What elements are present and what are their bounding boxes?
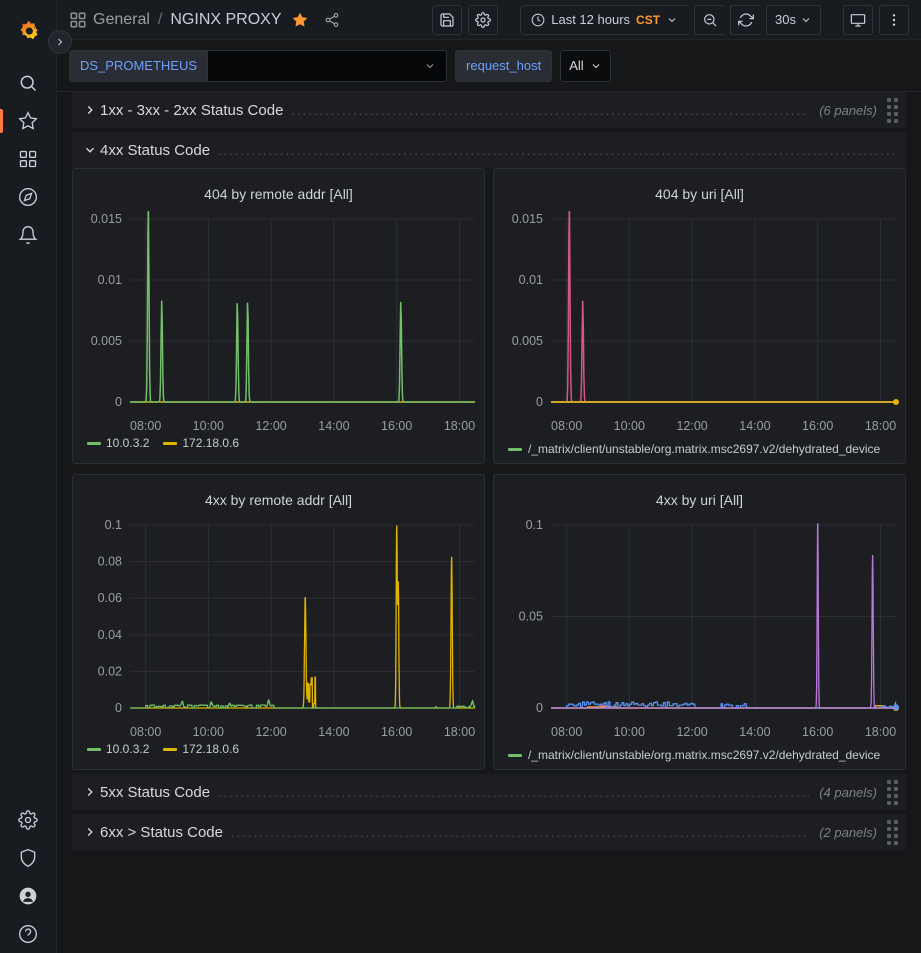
svg-text:10:00: 10:00 <box>614 725 645 739</box>
svg-text:0: 0 <box>536 395 543 409</box>
svg-text:12:00: 12:00 <box>676 725 707 739</box>
svg-text:10:00: 10:00 <box>193 725 224 739</box>
svg-text:0.005: 0.005 <box>91 334 122 348</box>
svg-text:14:00: 14:00 <box>318 725 349 739</box>
svg-text:12:00: 12:00 <box>255 419 286 433</box>
svg-text:0.01: 0.01 <box>519 273 543 287</box>
svg-text:08:00: 08:00 <box>551 419 582 433</box>
svg-text:16:00: 16:00 <box>381 725 412 739</box>
svg-text:0.06: 0.06 <box>98 591 122 605</box>
svg-text:0: 0 <box>115 395 122 409</box>
svg-text:14:00: 14:00 <box>318 419 349 433</box>
svg-text:12:00: 12:00 <box>255 725 286 739</box>
svg-text:16:00: 16:00 <box>802 419 833 433</box>
svg-text:0.01: 0.01 <box>98 273 122 287</box>
svg-text:12:00: 12:00 <box>676 419 707 433</box>
svg-text:08:00: 08:00 <box>551 725 582 739</box>
svg-text:0: 0 <box>115 701 122 715</box>
svg-text:0.04: 0.04 <box>98 628 122 642</box>
svg-text:08:00: 08:00 <box>130 725 161 739</box>
svg-text:14:00: 14:00 <box>739 419 770 433</box>
svg-text:0.05: 0.05 <box>519 610 543 624</box>
svg-text:18:00: 18:00 <box>865 725 896 739</box>
svg-text:0.02: 0.02 <box>98 664 122 678</box>
svg-text:0.1: 0.1 <box>105 518 122 532</box>
svg-text:18:00: 18:00 <box>444 725 475 739</box>
svg-text:14:00: 14:00 <box>739 725 770 739</box>
svg-text:0: 0 <box>536 701 543 715</box>
svg-text:18:00: 18:00 <box>865 419 896 433</box>
svg-text:0.015: 0.015 <box>91 212 122 226</box>
svg-text:08:00: 08:00 <box>130 419 161 433</box>
svg-text:0.015: 0.015 <box>512 212 543 226</box>
svg-text:18:00: 18:00 <box>444 419 475 433</box>
svg-text:0.005: 0.005 <box>512 334 543 348</box>
svg-text:0.1: 0.1 <box>526 518 543 532</box>
svg-text:16:00: 16:00 <box>802 725 833 739</box>
svg-text:16:00: 16:00 <box>381 419 412 433</box>
svg-text:10:00: 10:00 <box>614 419 645 433</box>
svg-text:0.08: 0.08 <box>98 555 122 569</box>
svg-text:10:00: 10:00 <box>193 419 224 433</box>
